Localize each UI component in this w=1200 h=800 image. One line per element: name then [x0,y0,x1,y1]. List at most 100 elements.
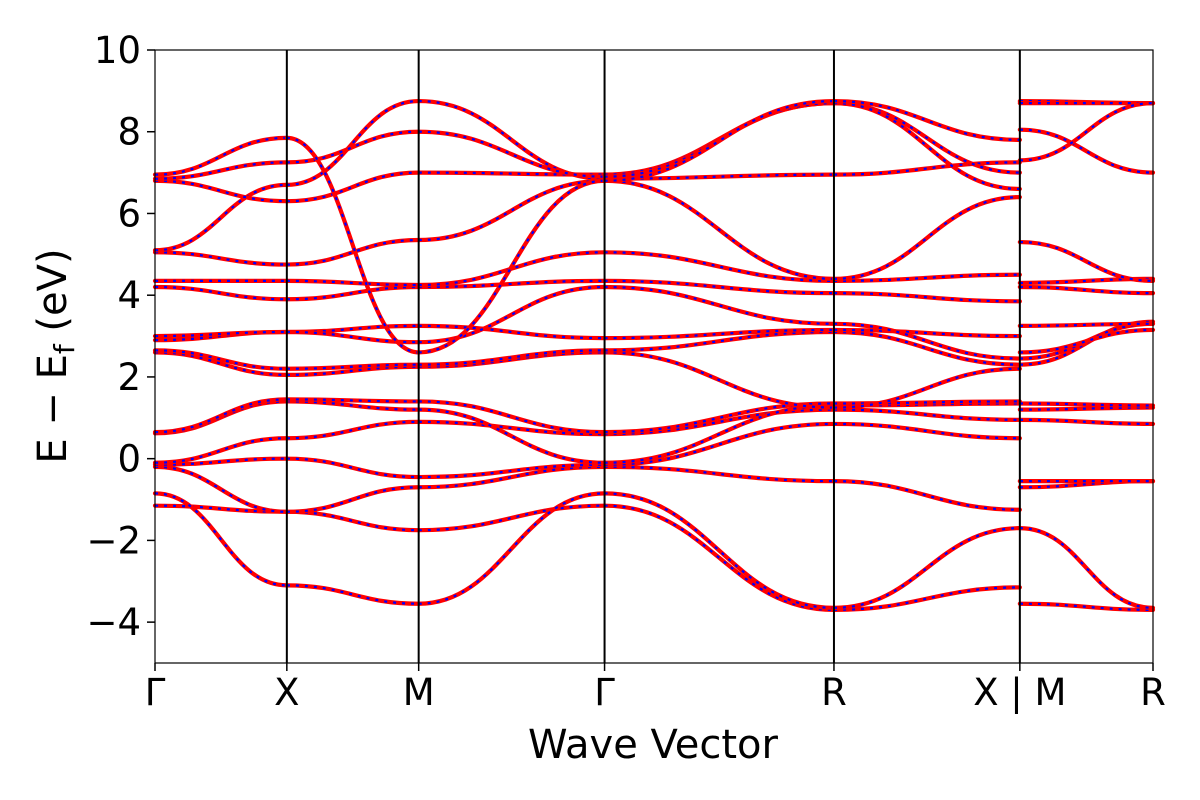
y-axis-label-main: E − E [30,354,76,464]
band-b-seg2-8 [418,349,605,366]
y-tick-label-0: −4 [86,601,141,644]
band-b-seg0-7 [154,351,287,376]
band-a-seg3-10 [602,284,837,326]
band-b-seg4-10 [833,322,1020,360]
band-b-seg4-0 [833,586,1020,611]
y-tick-label-4: 4 [117,274,141,317]
y-tick-label-2: 0 [117,438,141,481]
band-a-seg5-13 [1017,239,1156,283]
band-b-seg2-5 [418,408,605,464]
band-b-seg2-16 [418,130,605,178]
band-b-seg5-4 [1019,418,1154,426]
band-a-seg5-14 [1017,127,1156,175]
band-b-seg3-5 [604,404,834,464]
band-a-seg5-9 [1017,327,1156,355]
band-b-seg5-10 [1019,322,1154,327]
band-a-seg1-11 [284,284,421,302]
band-a-seg4-13 [831,195,1022,281]
band-b-seg2-13 [418,179,605,242]
band-b-seg2-2 [418,465,605,489]
band-a-seg1-0 [284,509,421,533]
band-b-seg1-15 [286,171,419,203]
band-a-seg0-8 [152,348,289,371]
band-a-seg1-1 [284,583,421,606]
y-tick-label-5: 6 [117,192,141,235]
band-b-seg4-6 [833,400,1020,405]
band-b-seg4-4 [833,408,1020,421]
band-b-seg5-6 [1019,402,1154,407]
band-a-seg4-1 [831,526,1022,610]
band-b-seg2-12 [418,251,605,287]
band-a-seg0-16 [152,160,289,181]
band-b-seg0-14 [154,183,287,252]
band-a-seg1-10 [284,329,421,345]
x-axis-label: Wave Vector [528,722,779,768]
band-b-seg3-0 [604,504,834,611]
band-b-seg2-15 [418,171,605,176]
band-a-seg4-4 [831,407,1022,422]
band-b-seg5-7 [1019,320,1154,366]
y-axis-label: E − Ef (eV) [30,248,81,463]
band-b-seg2-14 [418,99,605,180]
band-b-seg2-0 [418,504,605,532]
band-a-seg3-2 [602,464,837,484]
band-b-seg4-1 [833,527,1020,609]
band-a-seg2-8 [416,348,607,367]
band-b-seg5-13 [1019,240,1154,282]
band-b-seg4-11 [833,292,1020,303]
x-tick-label-5: X | M [973,671,1066,714]
band-b-seg0-6 [154,398,287,434]
band-b-seg2-10 [418,285,605,344]
band-b-seg3-13 [604,179,834,280]
band-b-seg4-12 [833,273,1020,282]
y-tick-label-1: −2 [86,519,141,562]
band-b-seg2-4 [418,420,605,436]
y-tick-label-6: 8 [117,111,141,154]
band-b-seg4-13 [833,196,1020,280]
band-a-seg3-11 [602,278,837,296]
band-b-seg4-3 [833,422,1020,440]
x-tick-label-4: R [821,671,847,714]
band-a-seg5-1 [1017,526,1156,610]
band-b-seg0-17 [154,136,287,176]
band-a-seg2-17 [416,178,607,355]
band-a-seg2-1 [416,491,607,606]
band-b-seg4-16 [833,102,1020,191]
band-a-seg3-9 [602,327,837,341]
y-axis-label-subscript: f [48,343,81,354]
band-a-seg3-17 [602,98,837,183]
y-tick-label-3: 2 [117,356,141,399]
band-a-seg0-15 [152,178,289,204]
band-b-seg5-0 [1019,602,1154,611]
band-b-seg5-2 [1019,480,1154,489]
y-tick-label-7: 10 [94,29,141,72]
band-b-seg5-5 [1019,406,1154,411]
band-a-seg0-14 [152,182,289,253]
band-b-seg4-2 [833,480,1020,511]
band-a-seg0-11 [152,284,289,302]
band-b-seg4-14 [833,161,1020,176]
band-b-seg0-4 [154,437,287,464]
band-b-seg4-17 [833,99,1020,142]
band-b-seg5-14 [1019,128,1154,174]
band-b-seg2-3 [418,463,605,479]
band-a-seg1-4 [284,419,421,441]
band-a-seg1-2 [284,485,421,514]
band-b-seg5-9 [1019,328,1154,354]
band-a-seg2-0 [416,503,607,533]
plot-frame [154,49,1154,664]
band-a-seg2-9 [416,323,607,341]
band-b-seg5-1 [1019,527,1154,609]
band-b-seg3-17 [604,99,834,182]
band-a-seg1-15 [284,170,421,204]
band-a-seg3-4 [602,407,837,437]
band-b-seg1-16 [286,130,419,164]
band-a-seg2-14 [416,98,607,181]
band-b-seg0-1 [154,492,287,587]
band-b-seg5-8 [1019,322,1154,360]
bands-layer [152,98,1156,612]
band-a-seg3-0 [602,503,837,612]
band-b-seg2-9 [418,324,605,340]
band-a-seg1-5 [284,399,421,412]
